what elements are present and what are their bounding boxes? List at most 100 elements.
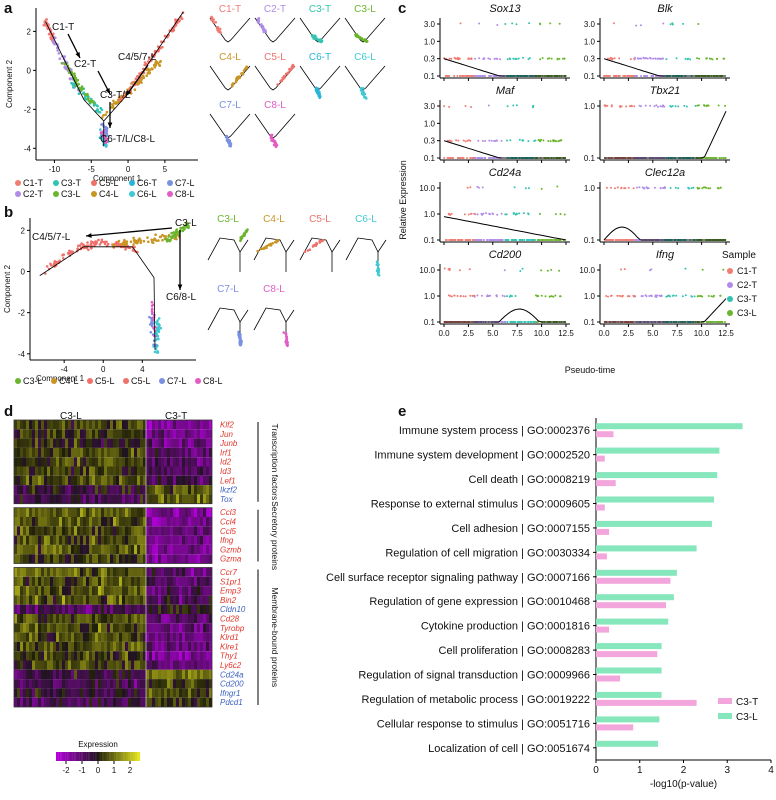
d-heatmap-cell <box>23 420 26 430</box>
c-point-C2-T <box>659 105 662 108</box>
d-heatmap-cell <box>200 544 203 555</box>
d-heatmap-cell <box>89 466 92 476</box>
d-heatmap-cell <box>50 567 53 577</box>
d-heatmap-cell <box>29 485 32 495</box>
d-heatmap-cell <box>134 438 137 448</box>
d-heatmap-cell <box>89 623 92 633</box>
d-heatmap-cell <box>95 485 98 495</box>
d-heatmap-cell <box>86 485 89 495</box>
d-heatmap-cell <box>158 475 161 486</box>
b-small-point <box>265 246 268 250</box>
d-heatmap-cell <box>71 660 74 670</box>
d-heatmap-cell <box>206 688 209 698</box>
d-heatmap-cell <box>206 494 209 504</box>
d-heatmap-cell <box>170 586 173 596</box>
d-heatmap-cell <box>179 447 182 458</box>
b-small-point <box>256 249 260 253</box>
d-heatmap-cell <box>20 604 23 614</box>
c-point-baseline <box>488 157 491 159</box>
c-point-C2-T <box>659 187 662 190</box>
d-heatmap-cell <box>116 507 119 517</box>
c-point-C1-T <box>622 75 625 77</box>
d-heatmap-cell <box>200 535 203 545</box>
d-heatmap-cell <box>77 475 80 486</box>
d-heatmap-cell <box>185 641 188 652</box>
c-point-C2-T <box>496 58 499 60</box>
d-heatmap-cell <box>113 576 116 587</box>
d-heatmap-cell <box>80 526 83 536</box>
d-heatmap-cell <box>200 517 203 527</box>
d-heatmap-cell <box>131 697 134 707</box>
b-point-C5-L <box>82 243 85 247</box>
d-gene-label: Id2 <box>220 458 232 467</box>
d-heatmap-cell <box>26 447 29 458</box>
d-heatmap-cell <box>86 494 89 504</box>
d-heatmap-cell <box>107 526 110 536</box>
d-heatmap-cell <box>107 485 110 495</box>
d-heatmap-cell <box>41 526 44 536</box>
d-heatmap-cell <box>35 494 38 504</box>
c-gene-title: Tbx21 <box>650 85 681 97</box>
d-heatmap-cell <box>53 651 56 661</box>
d-heatmap-cell <box>44 447 47 458</box>
d-heatmap-cell <box>62 429 65 439</box>
d-heatmap-cell <box>38 697 41 707</box>
d-heatmap-cell <box>44 567 47 577</box>
c-point-C3-T <box>677 105 680 108</box>
d-heatmap-cell <box>74 632 77 642</box>
a-small-multiple-point <box>231 82 235 85</box>
d-heatmap-cell <box>149 660 152 670</box>
d-heatmap-cell <box>188 679 191 689</box>
d-heatmap-cell <box>140 632 143 642</box>
d-heatmap-cell <box>179 632 182 642</box>
d-heatmap-cell <box>20 614 23 624</box>
d-heatmap-cell <box>200 507 203 517</box>
d-heatmap-cell <box>113 604 116 614</box>
d-heatmap-cell <box>152 595 155 605</box>
d-heatmap-cell <box>122 697 125 707</box>
d-heatmap-cell <box>98 595 101 605</box>
a-legend-swatch <box>15 180 21 186</box>
d-heatmap-cell <box>89 576 92 587</box>
d-heatmap-cell <box>89 669 92 680</box>
d-heatmap-cell <box>179 507 182 517</box>
d-heatmap-cell <box>131 660 134 670</box>
d-heatmap-cell <box>203 669 206 680</box>
a-small-multiple-label: C4-L <box>219 52 241 63</box>
d-heatmap-cell <box>158 544 161 555</box>
c-point-C1-T <box>473 212 476 215</box>
a-xtick-label: 5 <box>163 165 168 174</box>
d-heatmap-cell <box>128 669 131 680</box>
d-heatmap-cell <box>209 576 212 587</box>
d-heatmap-cell <box>116 660 119 670</box>
d-heatmap-cell <box>140 586 143 596</box>
d-heatmap-cell <box>59 447 62 458</box>
c-point-C3-L <box>552 295 555 298</box>
c-point-C1-T <box>620 187 623 190</box>
c-point-C1-T <box>469 186 472 189</box>
d-heatmap-cell <box>194 494 197 504</box>
d-heatmap-cell <box>167 586 170 596</box>
d-heatmap-cell <box>143 475 146 486</box>
d-heatmap-cell <box>173 517 176 527</box>
d-heatmap-cell <box>89 535 92 545</box>
d-heatmap-cell <box>176 447 179 458</box>
a-point-C4-L <box>105 110 109 114</box>
d-heatmap-cell <box>95 429 98 439</box>
d-heatmap-cell <box>44 526 47 536</box>
d-heatmap-cell <box>185 554 188 564</box>
d-heatmap-cell <box>86 567 89 577</box>
d-heatmap-cell <box>14 632 17 642</box>
d-heatmap-cell <box>191 651 194 661</box>
d-heatmap-cell <box>80 586 83 596</box>
d-heatmap-cell <box>116 586 119 596</box>
d-heatmap-cell <box>191 660 194 670</box>
d-gene-label: Emp3 <box>220 587 241 596</box>
d-heatmap-cell <box>77 485 80 495</box>
d-heatmap-cell <box>68 420 71 430</box>
d-heatmap-cell <box>38 660 41 670</box>
c-point-C1-T <box>458 57 461 60</box>
d-heatmap-cell <box>167 447 170 458</box>
d-heatmap-cell <box>38 669 41 680</box>
c-point-baseline <box>534 239 537 241</box>
